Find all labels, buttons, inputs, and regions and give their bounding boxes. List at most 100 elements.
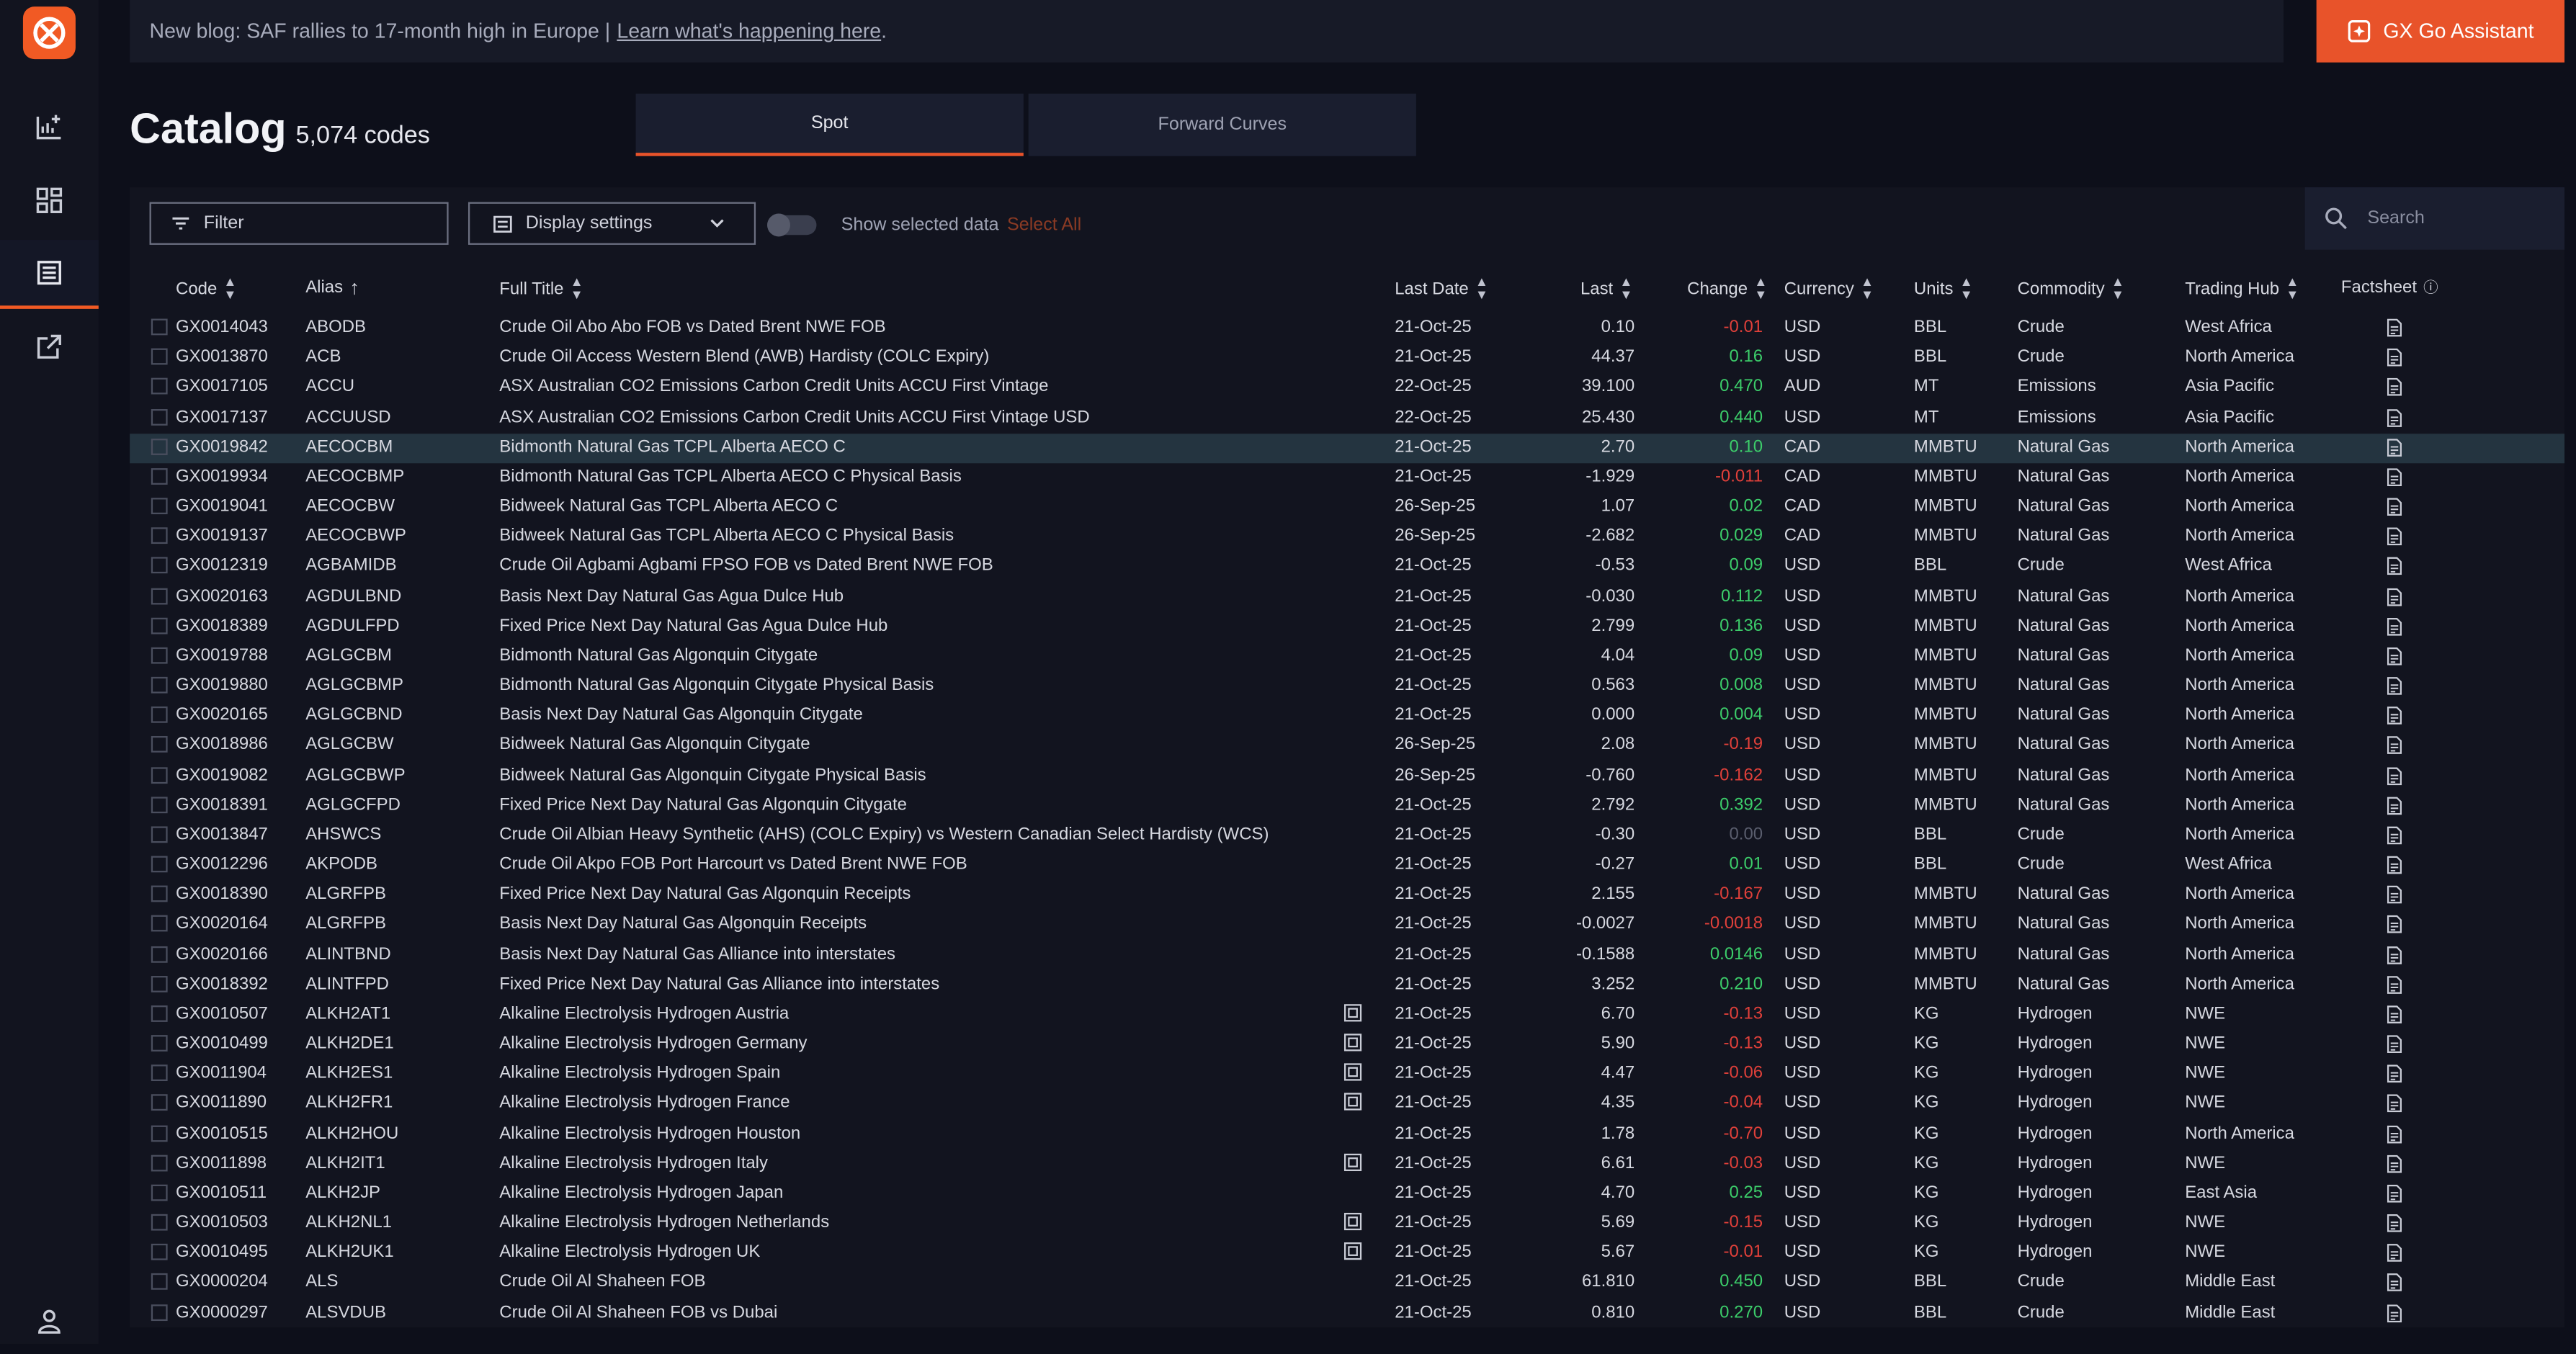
column-header-last-date[interactable]: Last Date ▲ ▼ — [1395, 275, 1488, 302]
factsheet-icon[interactable] — [2387, 498, 2402, 516]
factsheet-icon[interactable] — [2387, 886, 2402, 904]
duplicate-series-icon[interactable] — [1343, 1242, 1362, 1260]
row-checkbox[interactable] — [151, 527, 168, 544]
factsheet-icon[interactable] — [2387, 647, 2402, 665]
factsheet-icon[interactable] — [2387, 737, 2402, 755]
factsheet-icon[interactable] — [2387, 856, 2402, 874]
table-row[interactable]: GX0010507 ALKH2AT1 Alkaline Electrolysis H… — [130, 1000, 2564, 1030]
table-row[interactable]: GX0019934 AECOCBMP Bidmonth Natural Gas TC… — [130, 463, 2564, 493]
table-row[interactable]: GX0020166 ALINTBND Basis Next Day Natural … — [130, 941, 2564, 970]
table-row[interactable]: GX0019082 AGLGCBWP Bidweek Natural Gas Alg… — [130, 761, 2564, 791]
factsheet-icon[interactable] — [2387, 1244, 2402, 1263]
column-header-commodity[interactable]: Commodity ▲ ▼ — [2018, 275, 2124, 302]
table-row[interactable]: GX0014043 ABODB Crude Oil Abo Abo FOB vs D… — [130, 314, 2564, 344]
row-checkbox[interactable] — [151, 975, 168, 992]
banner-link[interactable]: Learn what's happening here — [617, 19, 882, 43]
table-row[interactable]: GX0013847 AHSWCS Crude Oil Albian Heavy Sy… — [130, 821, 2564, 851]
table-row[interactable]: GX0020164 ALGRFPB Basis Next Day Natural G… — [130, 911, 2564, 941]
user-icon[interactable] — [0, 1288, 99, 1353]
table-row[interactable]: GX0018392 ALINTFPD Fixed Price Next Day Na… — [130, 971, 2564, 1000]
gx-logo-icon[interactable] — [22, 6, 76, 60]
row-checkbox[interactable] — [151, 617, 168, 634]
factsheet-icon[interactable] — [2387, 1064, 2402, 1083]
column-header-alias[interactable]: Alias ↑ — [305, 276, 359, 299]
column-header-code[interactable]: Code ▲ ▼ — [176, 275, 236, 302]
factsheet-icon[interactable] — [2387, 677, 2402, 695]
factsheet-icon[interactable] — [2387, 587, 2402, 606]
row-checkbox[interactable] — [151, 1304, 168, 1321]
factsheet-icon[interactable] — [2387, 826, 2402, 845]
tab-spot[interactable]: Spot — [635, 94, 1024, 156]
row-checkbox[interactable] — [151, 1184, 168, 1201]
row-checkbox[interactable] — [151, 438, 168, 455]
table-row[interactable]: GX0020163 AGDULBND Basis Next Day Natural … — [130, 583, 2564, 612]
row-checkbox[interactable] — [151, 1273, 168, 1291]
show-selected-toggle[interactable] — [767, 213, 817, 237]
factsheet-icon[interactable] — [2387, 438, 2402, 457]
table-row[interactable]: GX0017137 ACCUUSD ASX Australian CO2 Emiss… — [130, 403, 2564, 433]
row-checkbox[interactable] — [151, 826, 168, 843]
table-row[interactable]: GX0000204 ALS Crude Oil Al Shaheen FOB 21-O… — [130, 1269, 2564, 1299]
row-checkbox[interactable] — [151, 676, 168, 694]
duplicate-series-icon[interactable] — [1343, 1213, 1362, 1231]
factsheet-icon[interactable] — [2387, 617, 2402, 635]
chart-add-icon[interactable] — [0, 94, 99, 159]
duplicate-series-icon[interactable] — [1343, 1004, 1362, 1022]
dashboard-icon[interactable] — [0, 168, 99, 233]
factsheet-icon[interactable] — [2387, 975, 2402, 994]
factsheet-icon[interactable] — [2387, 1274, 2402, 1292]
row-checkbox[interactable] — [151, 915, 168, 933]
row-checkbox[interactable] — [151, 1244, 168, 1261]
duplicate-series-icon[interactable] — [1343, 1063, 1362, 1082]
row-checkbox[interactable] — [151, 886, 168, 902]
factsheet-icon[interactable] — [2387, 527, 2402, 546]
external-link-icon[interactable] — [0, 314, 99, 380]
row-checkbox[interactable] — [151, 557, 168, 574]
factsheet-icon[interactable] — [2387, 557, 2402, 576]
factsheet-icon[interactable] — [2387, 1304, 2402, 1322]
table-row[interactable]: GX0018389 AGDULFPD Fixed Price Next Day Na… — [130, 612, 2564, 642]
table-row[interactable]: GX0011890 ALKH2FR1 Alkaline Electrolysis H… — [130, 1090, 2564, 1119]
column-header-trading-hub[interactable]: Trading Hub ▲ ▼ — [2185, 275, 2299, 302]
column-header-change[interactable]: Change ▲ ▼ — [1687, 275, 1767, 302]
display-settings-dropdown[interactable]: Display settings — [468, 202, 756, 245]
tab-forward-curves[interactable]: Forward Curves — [1028, 94, 1416, 156]
duplicate-series-icon[interactable] — [1343, 1153, 1362, 1171]
select-all-link[interactable]: Select All — [1007, 215, 1082, 236]
table-row[interactable]: GX0012319 AGBAMIDB Crude Oil Agbami Agbami… — [130, 552, 2564, 582]
row-checkbox[interactable] — [151, 498, 168, 515]
factsheet-icon[interactable] — [2387, 1214, 2402, 1232]
table-row[interactable]: GX0010499 ALKH2DE1 Alkaline Electrolysis H… — [130, 1030, 2564, 1059]
factsheet-icon[interactable] — [2387, 1005, 2402, 1023]
table-row[interactable]: GX0018390 ALGRFPB Fixed Price Next Day Nat… — [130, 881, 2564, 910]
row-checkbox[interactable] — [151, 1214, 168, 1231]
table-row[interactable]: GX0019137 AECOCBWP Bidweek Natural Gas TCP… — [130, 523, 2564, 552]
row-checkbox[interactable] — [151, 707, 168, 724]
row-checkbox[interactable] — [151, 1064, 168, 1082]
table-row[interactable]: GX0019880 AGLGCBMP Bidmonth Natural Gas Al… — [130, 672, 2564, 701]
row-checkbox[interactable] — [151, 766, 168, 784]
table-row[interactable]: GX0017105 ACCU ASX Australian CO2 Emission… — [130, 374, 2564, 403]
catalog-icon[interactable] — [0, 240, 99, 309]
factsheet-icon[interactable] — [2387, 707, 2402, 725]
table-row[interactable]: GX0000297 ALSVDUB Crude Oil Al Shaheen FOB… — [130, 1299, 2564, 1329]
table-row[interactable]: GX0013870 ACB Crude Oil Access Western Ble… — [130, 344, 2564, 373]
row-checkbox[interactable] — [151, 1095, 168, 1111]
column-header-units[interactable]: Units ▲ ▼ — [1914, 275, 1973, 302]
table-row[interactable]: GX0019041 AECOCBW Bidweek Natural Gas TCPL… — [130, 493, 2564, 522]
factsheet-icon[interactable] — [2387, 318, 2402, 337]
factsheet-icon[interactable] — [2387, 915, 2402, 934]
search-input[interactable]: Search — [2304, 187, 2565, 250]
factsheet-icon[interactable] — [2387, 1035, 2402, 1054]
column-header-currency[interactable]: Currency ▲ ▼ — [1784, 275, 1874, 302]
factsheet-icon[interactable] — [2387, 766, 2402, 785]
table-row[interactable]: GX0011898 ALKH2IT1 Alkaline Electrolysis H… — [130, 1149, 2564, 1179]
table-row[interactable]: GX0019788 AGLGCBM Bidmonth Natural Gas Alg… — [130, 642, 2564, 672]
table-row[interactable]: GX0012296 AKPODB Crude Oil Akpo FOB Port H… — [130, 851, 2564, 881]
table-row[interactable]: GX0010511 ALKH2JP Alkaline Electrolysis Hy… — [130, 1180, 2564, 1209]
factsheet-icon[interactable] — [2387, 1095, 2402, 1113]
duplicate-series-icon[interactable] — [1343, 1093, 1362, 1111]
row-checkbox[interactable] — [151, 1124, 168, 1142]
factsheet-icon[interactable] — [2387, 349, 2402, 367]
factsheet-icon[interactable] — [2387, 1184, 2402, 1203]
